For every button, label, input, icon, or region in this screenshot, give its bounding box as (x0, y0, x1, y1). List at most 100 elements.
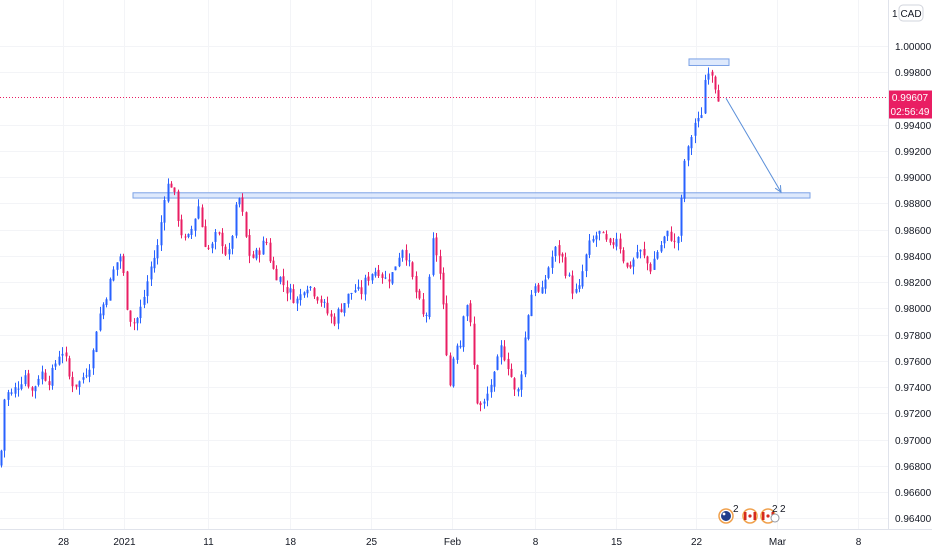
candle-body (445, 303, 448, 356)
event-flag-ca-2[interactable]: 2 2 (760, 504, 786, 524)
scale-label[interactable]: 1 (892, 9, 898, 20)
candle-body (354, 290, 357, 293)
candle-body (632, 259, 635, 267)
candle-body (422, 299, 425, 315)
candle-body (564, 257, 567, 276)
candle-body (381, 274, 384, 279)
candle-body (180, 219, 183, 236)
candle-body (551, 256, 554, 268)
candle-body (663, 236, 666, 244)
candle-body (677, 237, 680, 244)
candle-body (490, 384, 493, 393)
y-tick-label: 0.97400 (895, 383, 932, 394)
candle-body (303, 292, 306, 296)
candle-body (619, 238, 622, 250)
candle-body (37, 378, 40, 385)
candle-body (697, 117, 700, 122)
candle-body (581, 271, 584, 287)
y-tick-label: 0.96600 (895, 488, 932, 499)
last-price-tag (889, 90, 932, 105)
candle-body (109, 278, 112, 301)
candle-body (201, 207, 204, 228)
candle-body (350, 293, 353, 295)
candle-body (173, 187, 176, 193)
candle-body (150, 266, 153, 280)
x-tick-label: Feb (444, 537, 462, 548)
candle-body (425, 314, 428, 316)
forecast-arrow (725, 98, 782, 194)
y-tick-label: 0.99400 (895, 121, 932, 132)
candle-body (289, 288, 292, 293)
candle-body (554, 246, 557, 257)
candle-body (211, 243, 214, 249)
candle-body (146, 281, 149, 297)
candle-body (503, 346, 506, 361)
candle-body (34, 386, 37, 392)
candle-body (95, 331, 98, 352)
y-tick-label: 1.00000 (895, 42, 932, 53)
candle-body (615, 238, 618, 247)
candle-body (507, 358, 510, 370)
candle-body (609, 238, 612, 243)
countdown-value: 02:56:49 (891, 107, 930, 118)
y-tick-label: 0.96800 (895, 462, 932, 473)
candle-body (469, 303, 472, 323)
candle-body (105, 299, 108, 305)
candle-body (65, 352, 68, 357)
candle-body (415, 275, 418, 293)
candle-body (286, 287, 289, 294)
time-scale[interactable]: 28 2021 11 18 25 Feb 8 15 22 Mar 8 (58, 537, 862, 548)
candle-body (626, 262, 629, 267)
candle-body (435, 237, 438, 256)
last-price-value: 0.99607 (892, 93, 929, 104)
y-tick-label: 0.98600 (895, 226, 932, 237)
y-tick-label: 0.98400 (895, 252, 932, 263)
candle-body (388, 279, 391, 282)
event-flag-au[interactable]: 2 (718, 504, 739, 524)
price-scale[interactable]: 1.00000 0.99800 0.99400 0.99200 0.99000 0.988… (895, 42, 932, 525)
candle-body (428, 276, 431, 317)
candle-body (153, 257, 156, 269)
candle-body (160, 222, 163, 246)
candle-body (401, 250, 404, 258)
event-flag-ca-1[interactable] (742, 508, 758, 524)
candle-body (704, 79, 707, 114)
candle-body (296, 298, 299, 304)
candle-body (252, 254, 255, 258)
currency-badge[interactable] (898, 4, 924, 22)
candle-body (136, 318, 139, 324)
candle-body (343, 303, 346, 313)
forecast-arrow-head (774, 185, 782, 194)
candle-body (320, 299, 323, 303)
candle-body (231, 236, 234, 249)
candle-body (585, 254, 588, 272)
candle-body (163, 200, 166, 223)
candle-body (265, 242, 268, 244)
candle-body (517, 389, 520, 392)
candle-body (17, 388, 20, 390)
candle-body (309, 286, 312, 288)
x-tick-label: 2021 (113, 537, 136, 548)
candle-body (473, 323, 476, 365)
candle-body (398, 257, 401, 267)
candle-body (483, 401, 486, 404)
candle-body (214, 231, 217, 242)
candle-body (541, 287, 544, 294)
candle-body (717, 90, 720, 102)
candle-body (27, 373, 30, 387)
candle-body (439, 256, 442, 274)
candle-body (299, 294, 302, 301)
candle-body (595, 235, 598, 240)
candle-body (126, 271, 129, 310)
candle-body (133, 322, 136, 324)
x-tick-label: 25 (366, 537, 378, 548)
candle-body (340, 309, 343, 312)
candle-body (513, 378, 516, 390)
candle-body (690, 137, 693, 149)
ca-flag-leaf (748, 514, 752, 518)
candle-body (476, 365, 479, 404)
candle-body (456, 345, 459, 360)
candle-body (190, 228, 193, 235)
